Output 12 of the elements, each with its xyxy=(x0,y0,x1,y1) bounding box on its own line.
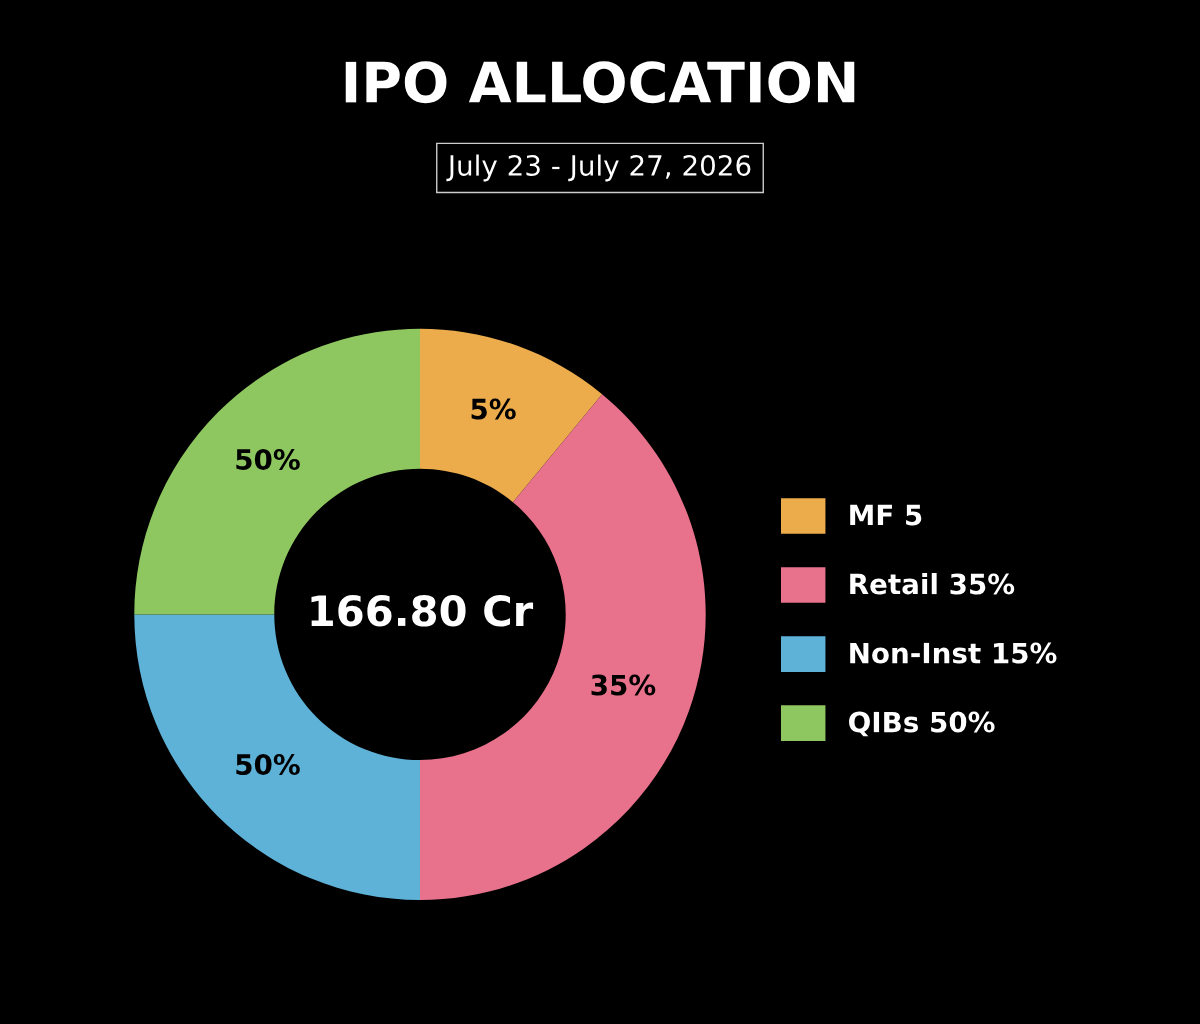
chart-subtitle: July 23 - July 27, 2026 xyxy=(446,154,751,182)
text: 166.80 Cr xyxy=(311,594,534,627)
legend-label: Retail 35% xyxy=(850,573,1015,595)
legend-label: Non-Inst 15% xyxy=(850,642,1057,664)
legend-label: QIBs 50% xyxy=(849,711,995,737)
chart-title: IPO ALLOCATION xyxy=(345,61,855,104)
text: 50% xyxy=(236,753,300,775)
legend-label: MF 5 xyxy=(850,504,922,526)
text: 50% xyxy=(236,448,300,470)
text: 35% xyxy=(591,674,656,696)
text: 5% xyxy=(471,398,516,420)
donut-slice xyxy=(420,328,603,503)
